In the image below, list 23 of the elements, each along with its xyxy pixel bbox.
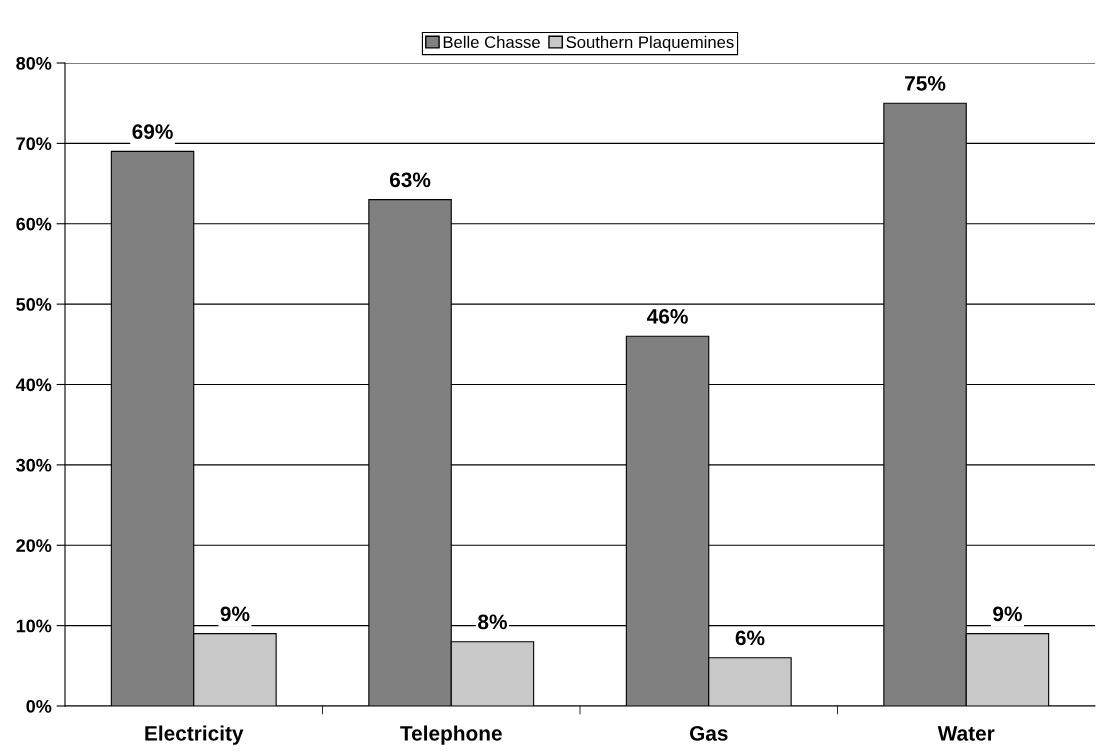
y-tick-label: 60% [16, 217, 52, 231]
y-tick-label: 80% [16, 56, 52, 70]
data-label: 6% [735, 630, 765, 646]
data-label: 69% [132, 124, 173, 139]
data-label: 8% [478, 614, 507, 630]
y-tick-label: 50% [16, 298, 52, 311]
data-label: 9% [993, 606, 1022, 622]
x-tick-label: Gas [689, 725, 728, 741]
legend-label: Southern Plaquemines [566, 35, 734, 52]
x-tick-label: Telephone [400, 725, 502, 745]
y-tick-label: 0% [26, 699, 52, 713]
data-label: 75% [905, 76, 946, 91]
data-label: 63% [389, 172, 431, 188]
legend-label: Belle Chasse [443, 35, 540, 49]
x-tick-label: Water [937, 726, 995, 741]
y-tick-label: 10% [16, 619, 52, 633]
y-tick-label: 30% [16, 458, 52, 472]
y-tick-label: 70% [16, 137, 52, 151]
data-label: 46% [647, 309, 688, 324]
data-label: 9% [220, 606, 250, 622]
y-tick-label: 40% [15, 378, 52, 392]
x-tick-label: Electricity [145, 725, 244, 745]
y-tick-label: 20% [16, 539, 52, 552]
